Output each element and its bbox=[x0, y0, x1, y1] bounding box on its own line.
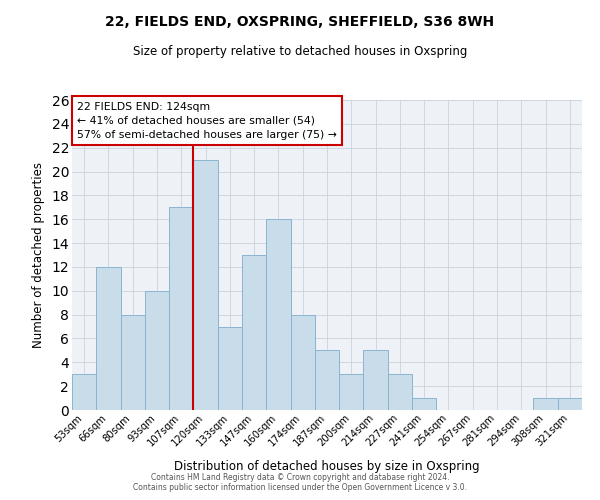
Bar bbox=[145, 291, 169, 410]
Bar bbox=[121, 314, 145, 410]
Y-axis label: Number of detached properties: Number of detached properties bbox=[32, 162, 44, 348]
Text: Size of property relative to detached houses in Oxspring: Size of property relative to detached ho… bbox=[133, 45, 467, 58]
Bar bbox=[558, 398, 582, 410]
Text: Contains public sector information licensed under the Open Government Licence v : Contains public sector information licen… bbox=[133, 484, 467, 492]
X-axis label: Distribution of detached houses by size in Oxspring: Distribution of detached houses by size … bbox=[174, 460, 480, 472]
Bar bbox=[169, 208, 193, 410]
Text: 22 FIELDS END: 124sqm
← 41% of detached houses are smaller (54)
57% of semi-deta: 22 FIELDS END: 124sqm ← 41% of detached … bbox=[77, 102, 337, 140]
Bar bbox=[315, 350, 339, 410]
Bar bbox=[533, 398, 558, 410]
Bar bbox=[72, 374, 96, 410]
Bar bbox=[242, 255, 266, 410]
Bar bbox=[290, 314, 315, 410]
Bar bbox=[412, 398, 436, 410]
Bar bbox=[193, 160, 218, 410]
Bar bbox=[96, 267, 121, 410]
Bar bbox=[339, 374, 364, 410]
Bar bbox=[266, 219, 290, 410]
Text: Contains HM Land Registry data © Crown copyright and database right 2024.: Contains HM Land Registry data © Crown c… bbox=[151, 474, 449, 482]
Bar bbox=[218, 326, 242, 410]
Text: 22, FIELDS END, OXSPRING, SHEFFIELD, S36 8WH: 22, FIELDS END, OXSPRING, SHEFFIELD, S36… bbox=[106, 15, 494, 29]
Bar bbox=[364, 350, 388, 410]
Bar bbox=[388, 374, 412, 410]
